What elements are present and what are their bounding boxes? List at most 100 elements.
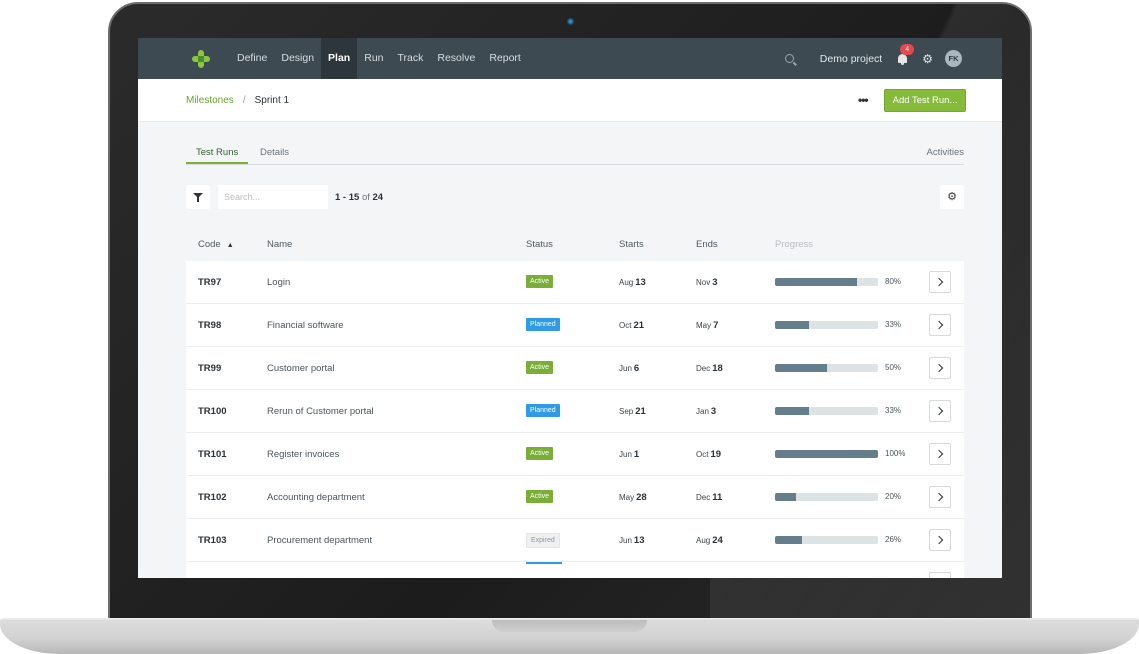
row-start-date: Aug 13 [619, 277, 646, 288]
progress-percent: 50% [885, 363, 902, 372]
row-code: TR97 [198, 277, 222, 288]
row-name[interactable]: Login [267, 277, 291, 288]
progress-bar-fill [775, 450, 878, 458]
tab-test-runs[interactable]: Test Runs [185, 147, 249, 164]
progress-percent: 33% [885, 320, 902, 329]
progress-bar-fill [775, 407, 809, 415]
row-name[interactable]: Register invoices [267, 449, 340, 460]
app-logo-icon[interactable] [189, 47, 213, 71]
search-input[interactable] [218, 185, 328, 209]
table-row[interactable]: TR100 Rerun of Customer portal Planned Sep 2… [186, 390, 964, 433]
nav-item-report[interactable]: Report [489, 52, 521, 64]
row-end-date: May 7 [696, 320, 719, 331]
table-settings-gear-icon[interactable]: ⚙ [940, 185, 964, 209]
column-header-code[interactable]: Code ▲︎ [198, 239, 234, 250]
page-header: Milestones / Sprint 1 ••• Add Test Run..… [138, 79, 1002, 122]
row-open-chevron-icon[interactable] [929, 443, 951, 465]
progress-bar-fill [775, 493, 796, 501]
column-header-name[interactable]: Name [267, 239, 293, 250]
notifications-bell-icon[interactable]: 4 [896, 43, 915, 66]
main-menu: Define Design Plan Run Track Resolve Report [230, 38, 528, 79]
main-content: Test Runs Details Activities 1 - 15 of 2… [185, 122, 964, 578]
progress-bar [775, 493, 878, 501]
progress-bar [775, 450, 878, 458]
status-badge: Expired [526, 533, 560, 548]
progress-percent: 20% [885, 492, 902, 501]
row-code: TR101 [198, 449, 227, 460]
column-header-ends[interactable]: Ends [696, 239, 718, 250]
progress-percent: 80% [885, 277, 902, 286]
progress-bar [775, 407, 878, 415]
nav-item-track[interactable]: Track [397, 52, 424, 64]
tab-activities[interactable]: Activities [926, 147, 964, 158]
status-badge: Active [526, 275, 554, 288]
progress-percent: 33% [885, 406, 902, 415]
nav-item-design[interactable]: Design [281, 52, 315, 64]
nav-item-resolve[interactable]: Resolve [437, 52, 476, 64]
column-header-status[interactable]: Status [526, 239, 553, 250]
progress-bar-fill [775, 321, 809, 329]
pagination-total: 24 [372, 192, 384, 203]
nav-item-plan[interactable]: Plan [321, 38, 358, 79]
pagination-of: of [361, 192, 370, 203]
row-start-date: Jun 13 [619, 535, 645, 546]
table-row-partial [186, 562, 964, 578]
nav-right-controls: Demo project 4 ⚙ FK [784, 38, 962, 79]
table-header: Code ▲︎ Name Status Starts Ends Progress [186, 209, 964, 261]
breadcrumb-separator: / [242, 94, 246, 106]
row-name[interactable]: Accounting department [267, 492, 365, 503]
row-name[interactable]: Customer portal [267, 363, 335, 374]
filter-icon[interactable] [186, 185, 210, 209]
row-name[interactable]: Procurement department [267, 535, 373, 546]
sort-arrow-icon[interactable]: ▲︎ [226, 242, 234, 249]
row-open-chevron-icon[interactable] [929, 400, 951, 422]
row-open-chevron-icon[interactable] [929, 271, 951, 293]
row-open-chevron-icon[interactable] [929, 486, 951, 508]
table-row[interactable]: TR97 Login Active Aug 13 Nov 3 80% [186, 261, 964, 304]
row-name[interactable]: Financial software [267, 320, 344, 331]
row-open-chevron-icon[interactable] [929, 314, 951, 336]
more-actions-icon[interactable]: ••• [858, 93, 869, 107]
nav-item-run[interactable]: Run [364, 52, 384, 64]
table-row[interactable]: TR98 Financial software Planned Oct 21 May 7 33… [186, 304, 964, 347]
row-name[interactable]: Rerun of Customer portal [267, 406, 374, 417]
camera-icon [567, 18, 574, 25]
add-test-run-button[interactable]: Add Test Run... [884, 89, 966, 112]
progress-bar [775, 321, 878, 329]
table-body: TR97 Login Active Aug 13 Nov 3 80% TR98 Financial… [186, 261, 964, 562]
status-badge-partial [526, 562, 562, 564]
row-open-button-partial[interactable] [929, 572, 951, 578]
progress-bar [775, 278, 878, 286]
table-row[interactable]: TR102 Accounting department Active May 28 Dec… [186, 476, 964, 519]
row-end-date: Oct 19 [696, 449, 722, 460]
breadcrumb-milestones-link[interactable]: Milestones [186, 94, 234, 106]
pagination-range: 1 - 15 [335, 192, 360, 203]
row-open-chevron-icon[interactable] [929, 357, 951, 379]
tab-details[interactable]: Details [260, 147, 290, 158]
row-code: TR102 [198, 492, 227, 503]
row-end-date: Aug 24 [696, 535, 723, 546]
tab-bar: Test Runs Details Activities [185, 122, 964, 165]
column-header-starts[interactable]: Starts [619, 239, 644, 250]
table-row[interactable]: TR103 Procurement department Expired Jun 13 A… [186, 519, 964, 562]
row-open-chevron-icon[interactable] [929, 529, 951, 551]
progress-bar-fill [775, 536, 802, 544]
row-end-date: Nov 3 [696, 277, 718, 288]
status-badge: Active [526, 361, 554, 374]
table-row[interactable]: TR99 Customer portal Active Jun 6 Dec 18 50% [186, 347, 964, 390]
row-start-date: Jun 1 [619, 449, 640, 460]
nav-item-define[interactable]: Define [237, 52, 268, 64]
row-start-date: Sep 21 [619, 406, 646, 417]
table-row[interactable]: TR101 Register invoices Active Jun 1 Oct 19 100… [186, 433, 964, 476]
pagination-info: 1 - 15 of 24 [335, 192, 383, 203]
progress-percent: 100% [885, 449, 906, 458]
project-selector[interactable]: Demo project [819, 52, 883, 65]
gear-icon[interactable]: ⚙ [922, 51, 933, 66]
status-badge: Active [526, 447, 554, 460]
user-avatar[interactable]: FK [945, 50, 962, 67]
row-code: TR100 [198, 406, 227, 417]
laptop-notch [492, 620, 647, 632]
column-header-progress: Progress [775, 239, 814, 250]
search-icon[interactable] [784, 54, 794, 63]
row-code: TR103 [198, 535, 227, 546]
